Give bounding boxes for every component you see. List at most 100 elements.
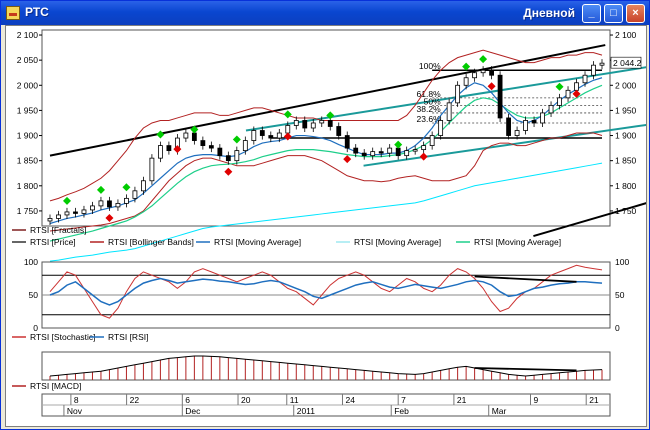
price-axis-label-right: 1 850: [615, 156, 637, 166]
candle-body: [463, 77, 469, 86]
oscillator-axis-label-right: 0: [615, 323, 620, 333]
x-axis-day-label: 24: [345, 395, 355, 405]
close-button[interactable]: ×: [626, 4, 645, 23]
fractal-up-marker: [122, 183, 131, 192]
fractal-down-marker: [343, 155, 352, 164]
price-axis-label-left: 2 000: [17, 80, 39, 90]
period-label[interactable]: Дневной: [523, 6, 575, 20]
candle-body: [251, 130, 257, 141]
candle-body: [421, 145, 427, 151]
candle-body: [302, 120, 308, 129]
legend-item-price: RTSI [Fractals]: [30, 225, 87, 235]
candle-body: [506, 117, 511, 136]
legend-item-price: RTSI [Price]: [30, 237, 76, 247]
window-title: РТС: [25, 5, 49, 19]
maximize-button[interactable]: □: [604, 4, 623, 23]
candle-body: [404, 150, 410, 157]
fractal-down-marker: [173, 145, 182, 154]
minimize-button[interactable]: _: [582, 4, 601, 23]
candle-body: [344, 135, 350, 149]
title-bar[interactable]: РТС Дневной _ □ ×: [1, 1, 649, 25]
legend-item-price: RTSI [Moving Average]: [214, 237, 301, 247]
fibonacci-label: 23.6%: [417, 114, 442, 124]
candle-body: [183, 132, 189, 139]
candle-body: [225, 155, 231, 162]
price-axis-label-left: 1 800: [17, 181, 39, 191]
fractal-up-marker: [232, 135, 241, 144]
fractal-down-marker: [572, 89, 581, 98]
x-axis-day-label: 8: [74, 395, 79, 405]
fractal-up-marker: [462, 62, 471, 71]
candle-body: [336, 126, 342, 136]
candle-body: [115, 202, 121, 208]
candle-body: [107, 200, 112, 208]
candle-body: [327, 120, 333, 127]
candle-body: [455, 84, 461, 104]
candle-body: [361, 152, 367, 157]
candle-body: [497, 74, 503, 119]
fractal-down-marker: [487, 82, 496, 91]
candle-body: [514, 130, 520, 136]
oscillator-axis-label-right: 100: [615, 257, 629, 267]
candle-body: [200, 140, 206, 146]
legend-item-price: RTSI [Moving Average]: [474, 237, 561, 247]
x-axis-day-label: 21: [457, 395, 467, 405]
x-axis-day-label: 7: [401, 395, 406, 405]
x-axis-month-label: Feb: [394, 406, 409, 416]
legend-item-price: RTSI [Bollinger Bands]: [108, 237, 194, 247]
trend-line-upper-black: [49, 44, 606, 157]
candle-body: [370, 151, 376, 157]
candle-body: [268, 135, 274, 139]
oscillator-axis-label-right: 50: [615, 290, 625, 300]
trend-line-lower-black: [533, 202, 646, 238]
price-panel-frame: [41, 29, 611, 227]
price-axis-label-left: 2 050: [17, 55, 39, 65]
candle-body: [234, 150, 240, 162]
candle-body: [472, 72, 478, 79]
candle-body: [276, 132, 282, 139]
candle-body: [149, 157, 155, 182]
fibonacci-label: 50%: [424, 96, 441, 106]
price-axis-label-left: 1 950: [17, 105, 39, 115]
price-axis-label-left: 2 100: [17, 30, 39, 40]
candle-body: [523, 120, 528, 131]
x-axis-month-label: Nov: [67, 406, 83, 416]
last-value-box: [610, 56, 642, 69]
candle-body: [489, 69, 495, 76]
candle-body: [141, 180, 146, 192]
legend-item-price: RTSI [Moving Average]: [354, 237, 441, 247]
trend-line-channel-top: [245, 66, 646, 132]
x-axis-day-label: 22: [130, 395, 140, 405]
candle-body: [353, 147, 359, 154]
price-axis-label-right: 1 800: [615, 181, 637, 191]
x-axis-month-label: Mar: [492, 406, 507, 416]
candle-body: [387, 147, 393, 154]
candle-body: [480, 69, 486, 74]
last-value-label: 2 044.2: [613, 58, 642, 68]
candle-body: [47, 218, 53, 222]
x-axis-day-label: 9: [533, 395, 538, 405]
fractal-up-marker: [555, 82, 564, 91]
candle-body: [531, 120, 537, 124]
oscillator-axis-label-left: 0: [33, 323, 38, 333]
candle-body: [438, 120, 444, 136]
fractal-up-marker: [479, 55, 488, 64]
candle-body: [132, 190, 138, 199]
candle-body: [242, 140, 248, 152]
fibonacci-label: 100%: [419, 61, 441, 71]
fractal-down-marker: [419, 152, 428, 161]
price-axis-label-right: 2 000: [615, 80, 637, 90]
x-axis-month-label: 2011: [297, 406, 316, 416]
rsi-line: [49, 277, 603, 306]
price-axis-label-left: 1 750: [17, 206, 39, 216]
x-axis-day-label: 6: [185, 395, 190, 405]
candle-body: [217, 147, 223, 157]
candle-body: [548, 104, 554, 114]
candle-body: [124, 197, 129, 204]
moving-average-green-line: [49, 84, 603, 242]
fractal-up-marker: [283, 110, 292, 119]
candle-body: [157, 145, 163, 159]
fractal-up-marker: [326, 111, 335, 120]
